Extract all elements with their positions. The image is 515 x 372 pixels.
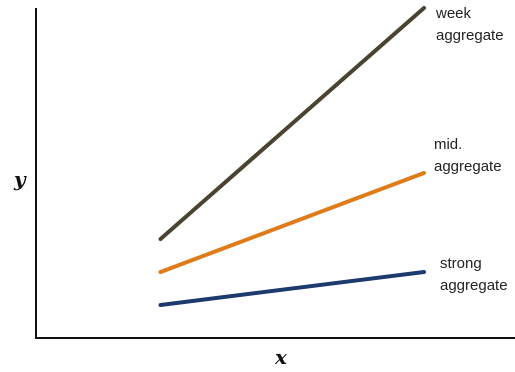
series-label-line: strong: [440, 255, 482, 272]
series-label-mid-aggregate: mid. aggregate: [434, 136, 502, 175]
series-layer: [158, 6, 426, 307]
series-line-week-aggregate: [158, 6, 426, 241]
series-label-week-aggregate: week aggregate: [435, 5, 504, 44]
series-label-line: week: [435, 5, 472, 22]
y-axis-title: y: [13, 167, 27, 191]
series-label-line: aggregate: [434, 158, 502, 175]
series-label-line: aggregate: [436, 27, 504, 44]
series-label-strong-aggregate: strong aggregate: [440, 255, 508, 294]
x-axis-title: x: [274, 345, 288, 369]
series-label-layer: week aggregate mid. aggregate strong aggregat…: [434, 5, 508, 294]
series-line-mid-aggregate: [158, 171, 426, 274]
series-label-line: mid.: [434, 136, 462, 153]
series-line-strong-aggregate: [158, 270, 426, 307]
series-label-line: aggregate: [440, 277, 508, 294]
